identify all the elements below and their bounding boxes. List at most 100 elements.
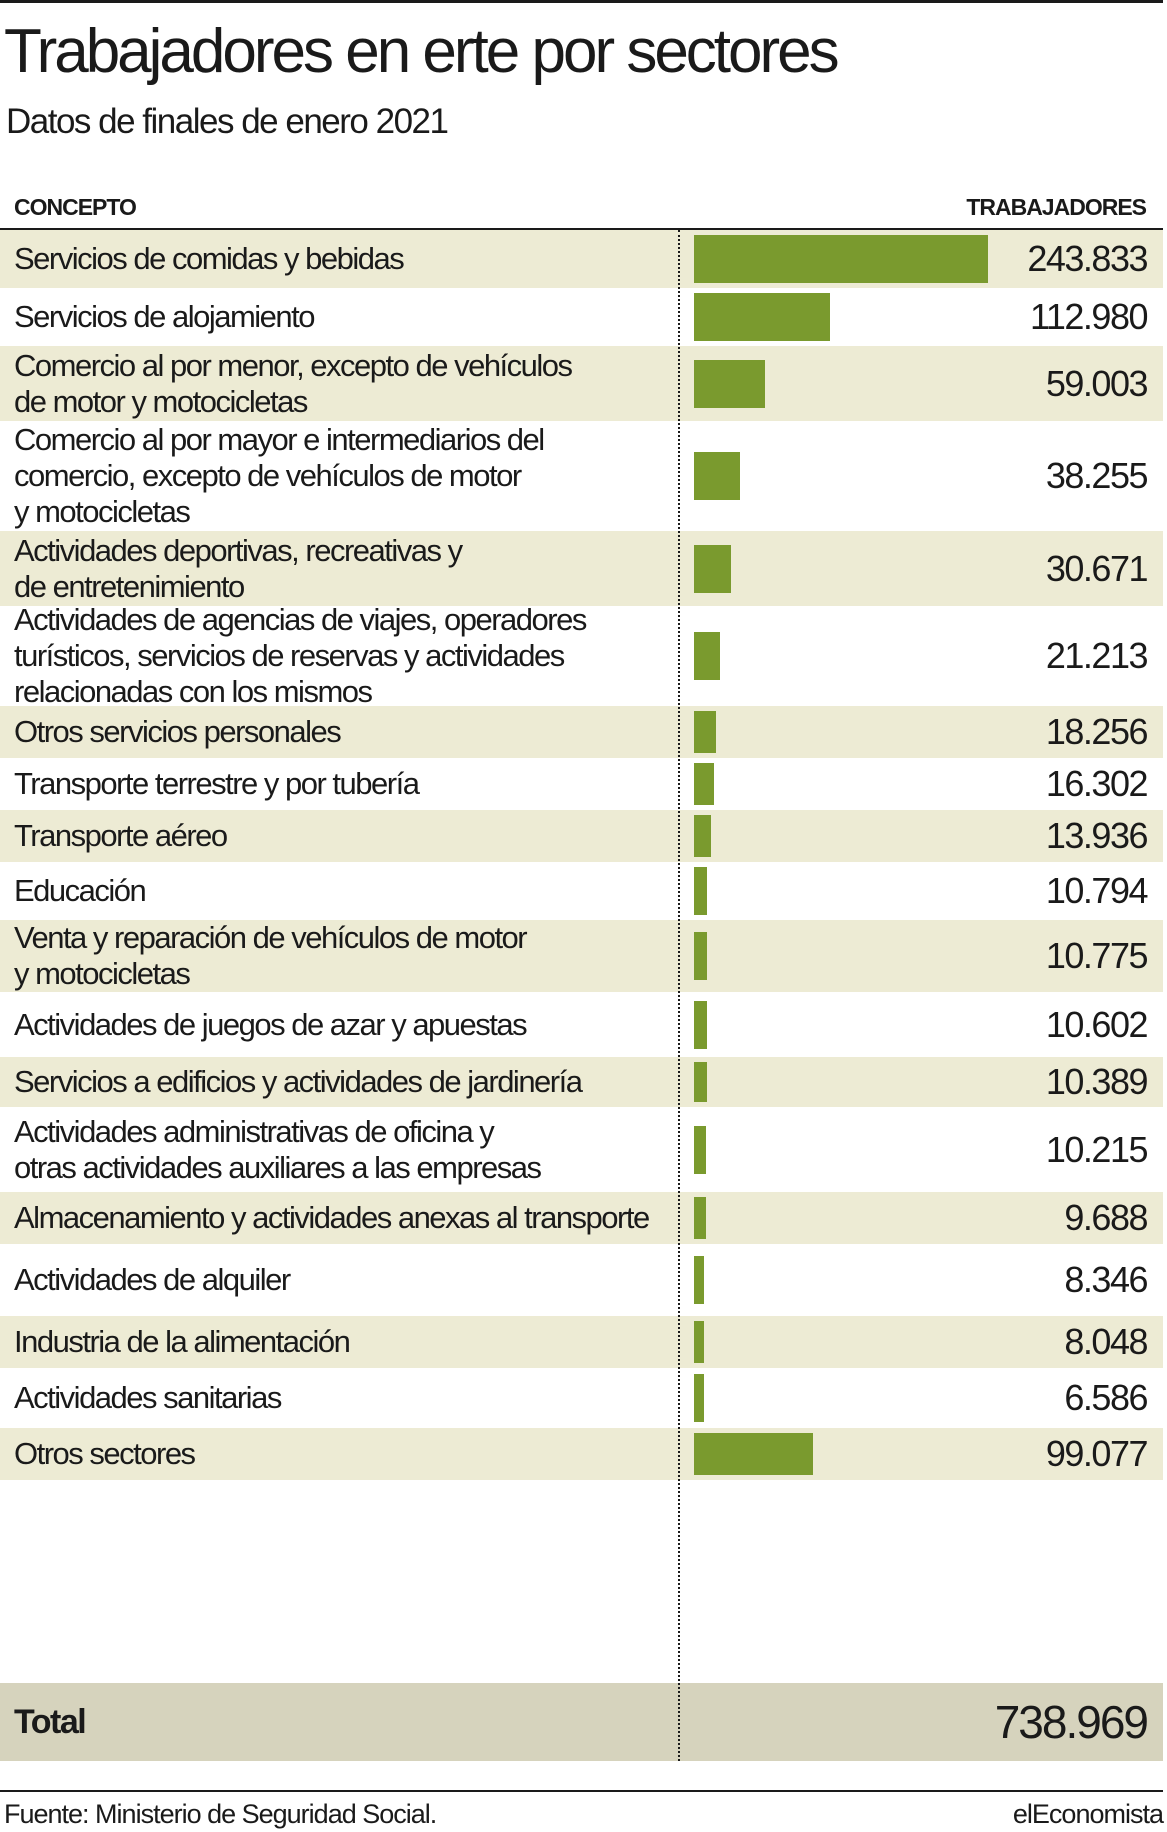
category-label-text: Actividades de juegos de azar y apuestas [14, 1006, 528, 1042]
header-rule [0, 228, 1163, 230]
category-label-text: Otros sectores [14, 1436, 196, 1471]
table-row: Actividades administrativas de oficina y… [0, 1107, 1163, 1192]
category-label: Educación [14, 862, 674, 920]
bar [694, 867, 707, 915]
table-row: Industria de la alimentación 8.048 [0, 1316, 1163, 1368]
value-label: 59.003 [1045, 362, 1149, 404]
category-label-text: Educación [14, 873, 147, 908]
category-label: Almacenamiento y actividades anexas al t… [14, 1192, 674, 1244]
category-label-text: Otros servicios personales [14, 714, 342, 749]
category-label-text: Actividades administrativas de oficina y… [14, 1113, 542, 1185]
bar [694, 1321, 704, 1363]
top-rule [0, 0, 1163, 3]
category-label-text: Servicios de alojamiento [14, 299, 316, 334]
category-label: Actividades sanitarias [14, 1368, 674, 1428]
bar [694, 545, 731, 593]
total-value: 738.969 [994, 1696, 1149, 1748]
category-label-text: Industria de la alimentación [14, 1324, 351, 1359]
table-row: Actividades de agencias de viajes, opera… [0, 602, 1163, 709]
table-row: Otros servicios personales 18.256 [0, 706, 1163, 758]
category-label: Servicios a edificios y actividades de j… [14, 1057, 674, 1107]
table-row: Servicios de alojamiento 112.980 [0, 288, 1163, 346]
value-label: 112.980 [1030, 296, 1148, 337]
table-row: Servicios a edificios y actividades de j… [0, 1057, 1163, 1107]
column-divider [678, 230, 680, 1761]
category-label: Actividades de agencias de viajes, opera… [14, 602, 674, 709]
category-label: Industria de la alimentación [14, 1316, 674, 1368]
value-label: 6.586 [1064, 1377, 1148, 1418]
table-row: Comercio al por menor, excepto de vehícu… [0, 346, 1163, 421]
chart-title: Trabajadores en erte por sectores [4, 17, 840, 86]
category-label-text: Transporte terrestre y por tubería [14, 766, 420, 801]
value-label: 243.833 [1027, 238, 1148, 279]
bar [694, 815, 711, 857]
bar [694, 1433, 813, 1475]
category-label: Comercio al por menor, excepto de vehícu… [14, 346, 674, 421]
category-label: Actividades administrativas de oficina y… [14, 1107, 674, 1192]
table-row: Servicios de comidas y bebidas 243.833 [0, 230, 1163, 288]
table-row: Educación 10.794 [0, 862, 1163, 920]
category-label: Actividades de alquiler [14, 1244, 674, 1316]
table-row: Actividades deportivas, recreativas y de… [0, 531, 1163, 606]
category-label: Transporte aéreo [14, 810, 674, 862]
column-header-trabajadores: TRABAJADORES [966, 194, 1147, 220]
value-label: 99.077 [1045, 1433, 1149, 1474]
value-label: 16.302 [1045, 763, 1149, 804]
table-row: Actividades sanitarias 6.586 [0, 1368, 1163, 1428]
bar [694, 1256, 704, 1304]
category-label-text: Transporte aéreo [14, 818, 228, 853]
table-row: Almacenamiento y actividades anexas al t… [0, 1192, 1163, 1244]
bar [694, 452, 740, 500]
bar [694, 1001, 707, 1049]
category-label: Venta y reparación de vehículos de motor… [14, 920, 674, 992]
table-row: Venta y reparación de vehículos de motor… [0, 920, 1163, 992]
category-label: Transporte terrestre y por tubería [14, 758, 674, 810]
value-label: 10.775 [1045, 935, 1149, 976]
value-label: 30.671 [1045, 547, 1149, 589]
bar [694, 932, 707, 980]
bar [694, 1374, 704, 1422]
category-label-text: Actividades sanitarias [14, 1380, 282, 1415]
value-label: 10.389 [1045, 1061, 1149, 1102]
value-label: 8.346 [1064, 1259, 1148, 1300]
category-label-text: Actividades deportivas, recreativas y de… [14, 532, 463, 604]
category-label: Servicios de comidas y bebidas [14, 230, 674, 288]
bar [694, 1197, 706, 1239]
bar [694, 763, 714, 805]
category-label: Otros servicios personales [14, 706, 674, 758]
category-label-text: Almacenamiento y actividades anexas al t… [14, 1200, 650, 1235]
table-row: Transporte terrestre y por tubería 16.302 [0, 758, 1163, 810]
table-row: Transporte aéreo 13.936 [0, 810, 1163, 862]
brand-logo: elEconomista [1012, 1799, 1164, 1829]
total-row: Total 738.969 [0, 1683, 1163, 1761]
bar [694, 293, 830, 341]
value-label: 21.213 [1045, 635, 1149, 676]
category-label: Actividades de juegos de azar y apuestas [14, 992, 674, 1057]
category-label-text: Servicios de comidas y bebidas [14, 241, 405, 276]
bar [694, 1126, 706, 1174]
chart-subtitle: Datos de finales de enero 2021 [6, 102, 449, 141]
table-row: Otros sectores 99.077 [0, 1428, 1163, 1480]
category-label: Comercio al por mayor e intermediarios d… [14, 421, 674, 531]
bar [694, 235, 988, 283]
category-label-text: Servicios a edificios y actividades de j… [14, 1064, 583, 1099]
category-label-text: Actividades de alquiler [14, 1262, 291, 1297]
bar [694, 711, 716, 753]
value-label: 18.256 [1045, 711, 1149, 752]
bar [694, 632, 720, 680]
value-label: 10.602 [1045, 1003, 1149, 1045]
table-row: Actividades de juegos de azar y apuestas… [0, 992, 1163, 1057]
value-label: 9.688 [1064, 1197, 1148, 1238]
value-label: 10.794 [1045, 870, 1149, 911]
category-label-text: Venta y reparación de vehículos de motor… [14, 920, 528, 991]
category-label: Actividades deportivas, recreativas y de… [14, 531, 674, 606]
category-label-text: Comercio al por mayor e intermediarios d… [14, 422, 545, 529]
footer-rule [0, 1790, 1163, 1792]
table-row: Comercio al por mayor e intermediarios d… [0, 421, 1163, 531]
total-label: Total [14, 1702, 87, 1741]
data-table: Servicios de comidas y bebidas 243.833 Ser… [0, 230, 1163, 1761]
source-note: Fuente: Ministerio de Seguridad Social. [4, 1799, 437, 1829]
value-label: 13.936 [1045, 815, 1149, 856]
bar [694, 1062, 707, 1102]
table-row: Actividades de alquiler 8.346 [0, 1244, 1163, 1316]
